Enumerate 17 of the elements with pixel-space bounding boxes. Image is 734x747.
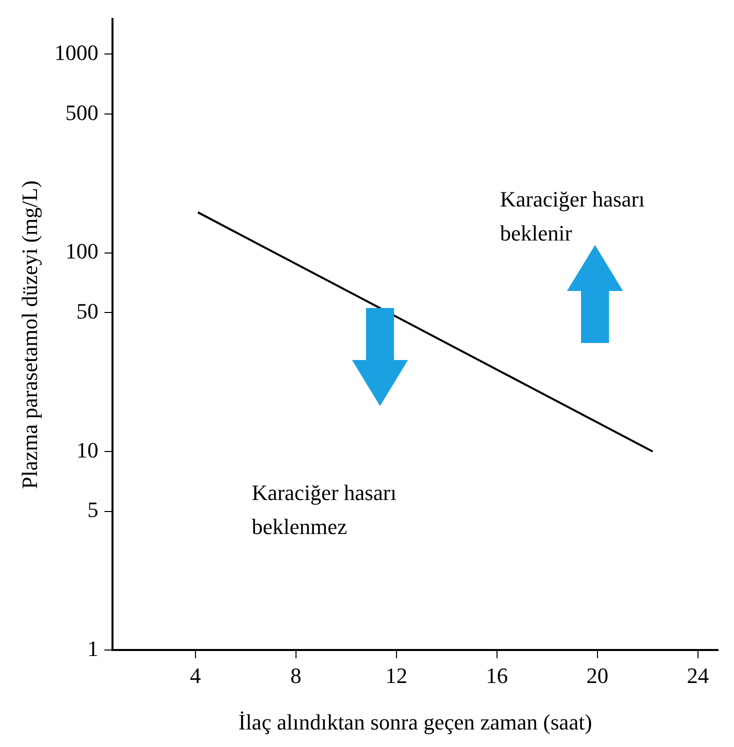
y-tick-label: 5 [87,497,98,522]
y-tick-label: 10 [76,437,98,462]
y-tick-label: 1000 [54,40,98,65]
x-tick-label: 16 [486,663,508,688]
annotation: Karaciğer hasarı beklenir [500,186,645,246]
y-axis-title: Plazma parasetamol düzeyi (mg/L) [16,180,42,489]
x-tick-label: 8 [290,663,302,688]
x-tick-label: 4 [190,663,201,688]
y-tick-label: 1 [87,636,98,661]
y-tick-label: 50 [76,298,98,324]
x-tick-label: 12 [385,663,408,688]
annotation: Karaciğer hasarı beklenmez [252,480,396,539]
y-tick-label: 500 [65,100,98,125]
x-tick-label: 24 [686,663,709,688]
x-axis-title: İlaç alındıktan sonra geçen zaman (saat) [238,710,592,735]
y-tick-label: 100 [65,238,98,264]
x-tick-label: 20 [586,663,608,688]
